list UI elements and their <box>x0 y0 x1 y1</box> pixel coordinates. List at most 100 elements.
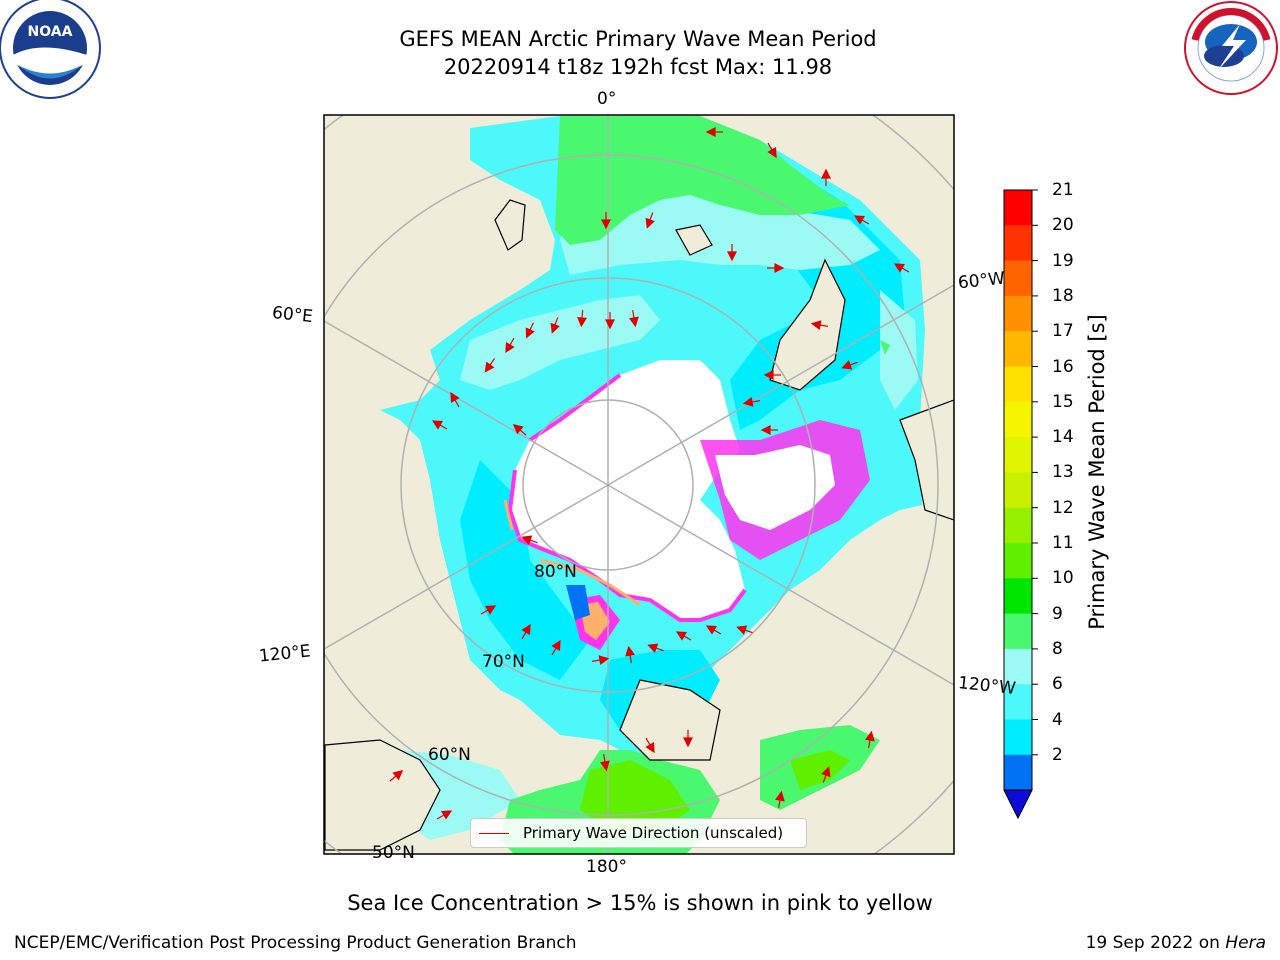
arrow <box>480 605 497 615</box>
arrow <box>775 790 785 808</box>
colorbar-segment <box>1004 437 1032 473</box>
footer-branch: NCEP/EMC/Verification Post Processing Pr… <box>14 933 577 953</box>
arrow <box>767 263 785 273</box>
arrow <box>601 212 611 230</box>
arrow <box>767 142 777 159</box>
arrow <box>450 391 460 408</box>
colorbar-tick-label: 21 <box>1052 180 1074 200</box>
colorbar-segment <box>1004 225 1032 262</box>
colorbar-tick-label: 6 <box>1052 674 1063 695</box>
colorbar-segment <box>1004 190 1032 226</box>
colorbar-segment <box>1004 684 1032 720</box>
lon-label-180: 180° <box>586 857 627 877</box>
lat-label-70: 70°N <box>482 652 525 672</box>
arrow <box>841 360 858 370</box>
arrow <box>727 244 737 262</box>
colorbar-segment <box>1004 472 1032 509</box>
colorbar <box>1003 189 1038 820</box>
arrow <box>600 754 610 772</box>
nws-logo <box>1183 0 1279 96</box>
sea-ice-caption: Sea Ice Concentration > 15% is shown in … <box>347 891 933 915</box>
arrow <box>625 645 635 663</box>
map-legend: Primary Wave Direction (unscaled) <box>470 818 807 848</box>
colorbar-tick-label: 13 <box>1052 462 1074 483</box>
arrow <box>645 737 655 754</box>
arrow <box>675 631 692 641</box>
legend-arrow-line <box>479 832 509 834</box>
lon-label-0: 0° <box>597 89 617 109</box>
map-frame <box>323 114 955 855</box>
arrow <box>763 370 781 380</box>
colorbar-tick-label: 11 <box>1052 533 1074 553</box>
colorbar-tick-label: 10 <box>1052 568 1074 589</box>
arrow <box>705 127 723 137</box>
colorbar-segment <box>1004 754 1032 791</box>
arrow <box>577 309 588 328</box>
arrow <box>525 322 535 339</box>
arrow <box>821 766 831 783</box>
arrow <box>647 643 664 653</box>
arrow <box>736 625 753 635</box>
arrow <box>705 625 722 635</box>
colorbar-segment <box>1004 331 1032 367</box>
colorbar-segment <box>1004 260 1032 297</box>
colorbar-tick-label: 20 <box>1052 215 1074 236</box>
colorbar-segment <box>1004 401 1032 438</box>
lat-label-60: 60°N <box>428 745 471 765</box>
colorbar-segment <box>1004 507 1032 544</box>
arrow <box>431 420 448 430</box>
colorbar-tick-label: 15 <box>1052 391 1074 412</box>
colorbar-tick-label: 14 <box>1052 427 1074 448</box>
arrow <box>893 263 910 273</box>
arrow <box>683 730 693 748</box>
arrow <box>810 320 828 330</box>
footer-host: Hera <box>1225 933 1266 953</box>
lat-label-80: 80°N <box>534 562 577 582</box>
arrow <box>592 655 610 665</box>
colorbar-tick-label: 12 <box>1052 497 1074 518</box>
arrow <box>605 312 615 330</box>
arrow <box>521 623 531 640</box>
colorbar-segment <box>1004 719 1032 756</box>
colorbar-tick-label: 19 <box>1052 250 1074 271</box>
wave-direction-arrows <box>389 127 910 820</box>
colorbar-title: Primary Wave Mean Period [s] <box>1085 314 1109 630</box>
colorbar-segment <box>1004 613 1032 650</box>
arrow <box>821 168 831 186</box>
colorbar-segment <box>1004 295 1032 332</box>
lat-label-50: 50°N <box>372 843 415 863</box>
arrow <box>512 423 527 436</box>
chart-subtitle: 20220914 t18z 192h fcst Max: 11.98 <box>443 55 833 79</box>
arrow <box>484 358 496 373</box>
colorbar-tick-label: 16 <box>1052 356 1074 377</box>
colorbar-tick-label: 2 <box>1052 744 1063 765</box>
green-region-north <box>555 116 850 245</box>
graticule <box>324 115 954 854</box>
colorbar-tick-label: 8 <box>1052 638 1063 659</box>
colorbar-frame <box>1003 189 1033 791</box>
colorbar-tick-label: 18 <box>1052 285 1074 306</box>
lon-label-60e: 60°E <box>271 302 314 328</box>
arrow <box>551 639 561 656</box>
chart-title: GEFS MEAN Arctic Primary Wave Mean Perio… <box>399 27 877 51</box>
arrow <box>760 425 778 435</box>
colorbar-segment <box>1004 366 1032 403</box>
colorbar-segment <box>1004 648 1032 685</box>
arrow <box>865 730 875 748</box>
arrow <box>853 215 870 225</box>
arrow <box>436 810 453 820</box>
footer-date-text: 19 Sep 2022 on <box>1085 933 1220 953</box>
colorbar-tick-label: 17 <box>1052 321 1074 342</box>
colorbar-segment <box>1004 578 1032 615</box>
arrow <box>742 397 760 407</box>
arrow <box>629 310 639 328</box>
colorbar-tick-label: 9 <box>1052 603 1063 624</box>
colorbar-extend-triangle <box>1003 789 1033 820</box>
colorbar-segment <box>1004 543 1032 579</box>
arrow <box>505 337 515 354</box>
arrow <box>645 212 655 229</box>
noaa-logo: NOAA <box>0 0 101 99</box>
arrow <box>521 535 538 545</box>
sea-ice <box>510 360 745 620</box>
